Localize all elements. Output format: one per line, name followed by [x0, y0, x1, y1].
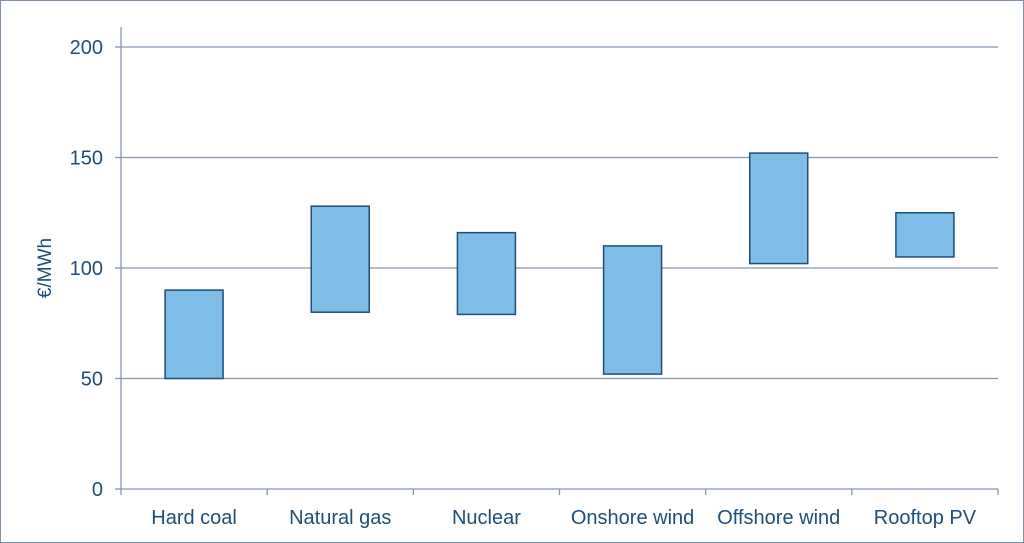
gridlines — [121, 46, 998, 380]
x-category-label: Nuclear — [452, 507, 521, 529]
range-bar-natural-gas — [310, 205, 370, 313]
range-bar-hard-coal — [164, 289, 224, 380]
y-tick-labels: 0 50 100 150 200 — [70, 37, 103, 501]
x-category-label: Offshore wind — [717, 507, 840, 529]
x-category-label: Rooftop PV — [874, 507, 977, 529]
y-tick-label: 100 — [70, 258, 103, 280]
x-category-label: Natural gas — [289, 507, 391, 529]
y-tick-label: 0 — [92, 479, 103, 501]
x-category-label: Onshore wind — [571, 507, 694, 529]
x-category-label: Hard coal — [151, 507, 237, 529]
range-bar-rooftop-pv — [895, 212, 955, 258]
y-tick-label: 200 — [70, 37, 103, 59]
y-axis-title: €/MWh — [35, 238, 56, 298]
y-tick-label: 150 — [70, 148, 103, 170]
range-bar-onshore-wind — [602, 245, 663, 375]
axes — [115, 27, 999, 495]
y-tick-label: 50 — [81, 369, 103, 391]
range-bar-offshore-wind — [749, 152, 809, 265]
range-bar-nuclear — [456, 231, 517, 316]
x-category-labels: Hard coal Natural gas Nuclear Onshore wind O… — [151, 507, 976, 529]
range-bars — [164, 152, 955, 380]
